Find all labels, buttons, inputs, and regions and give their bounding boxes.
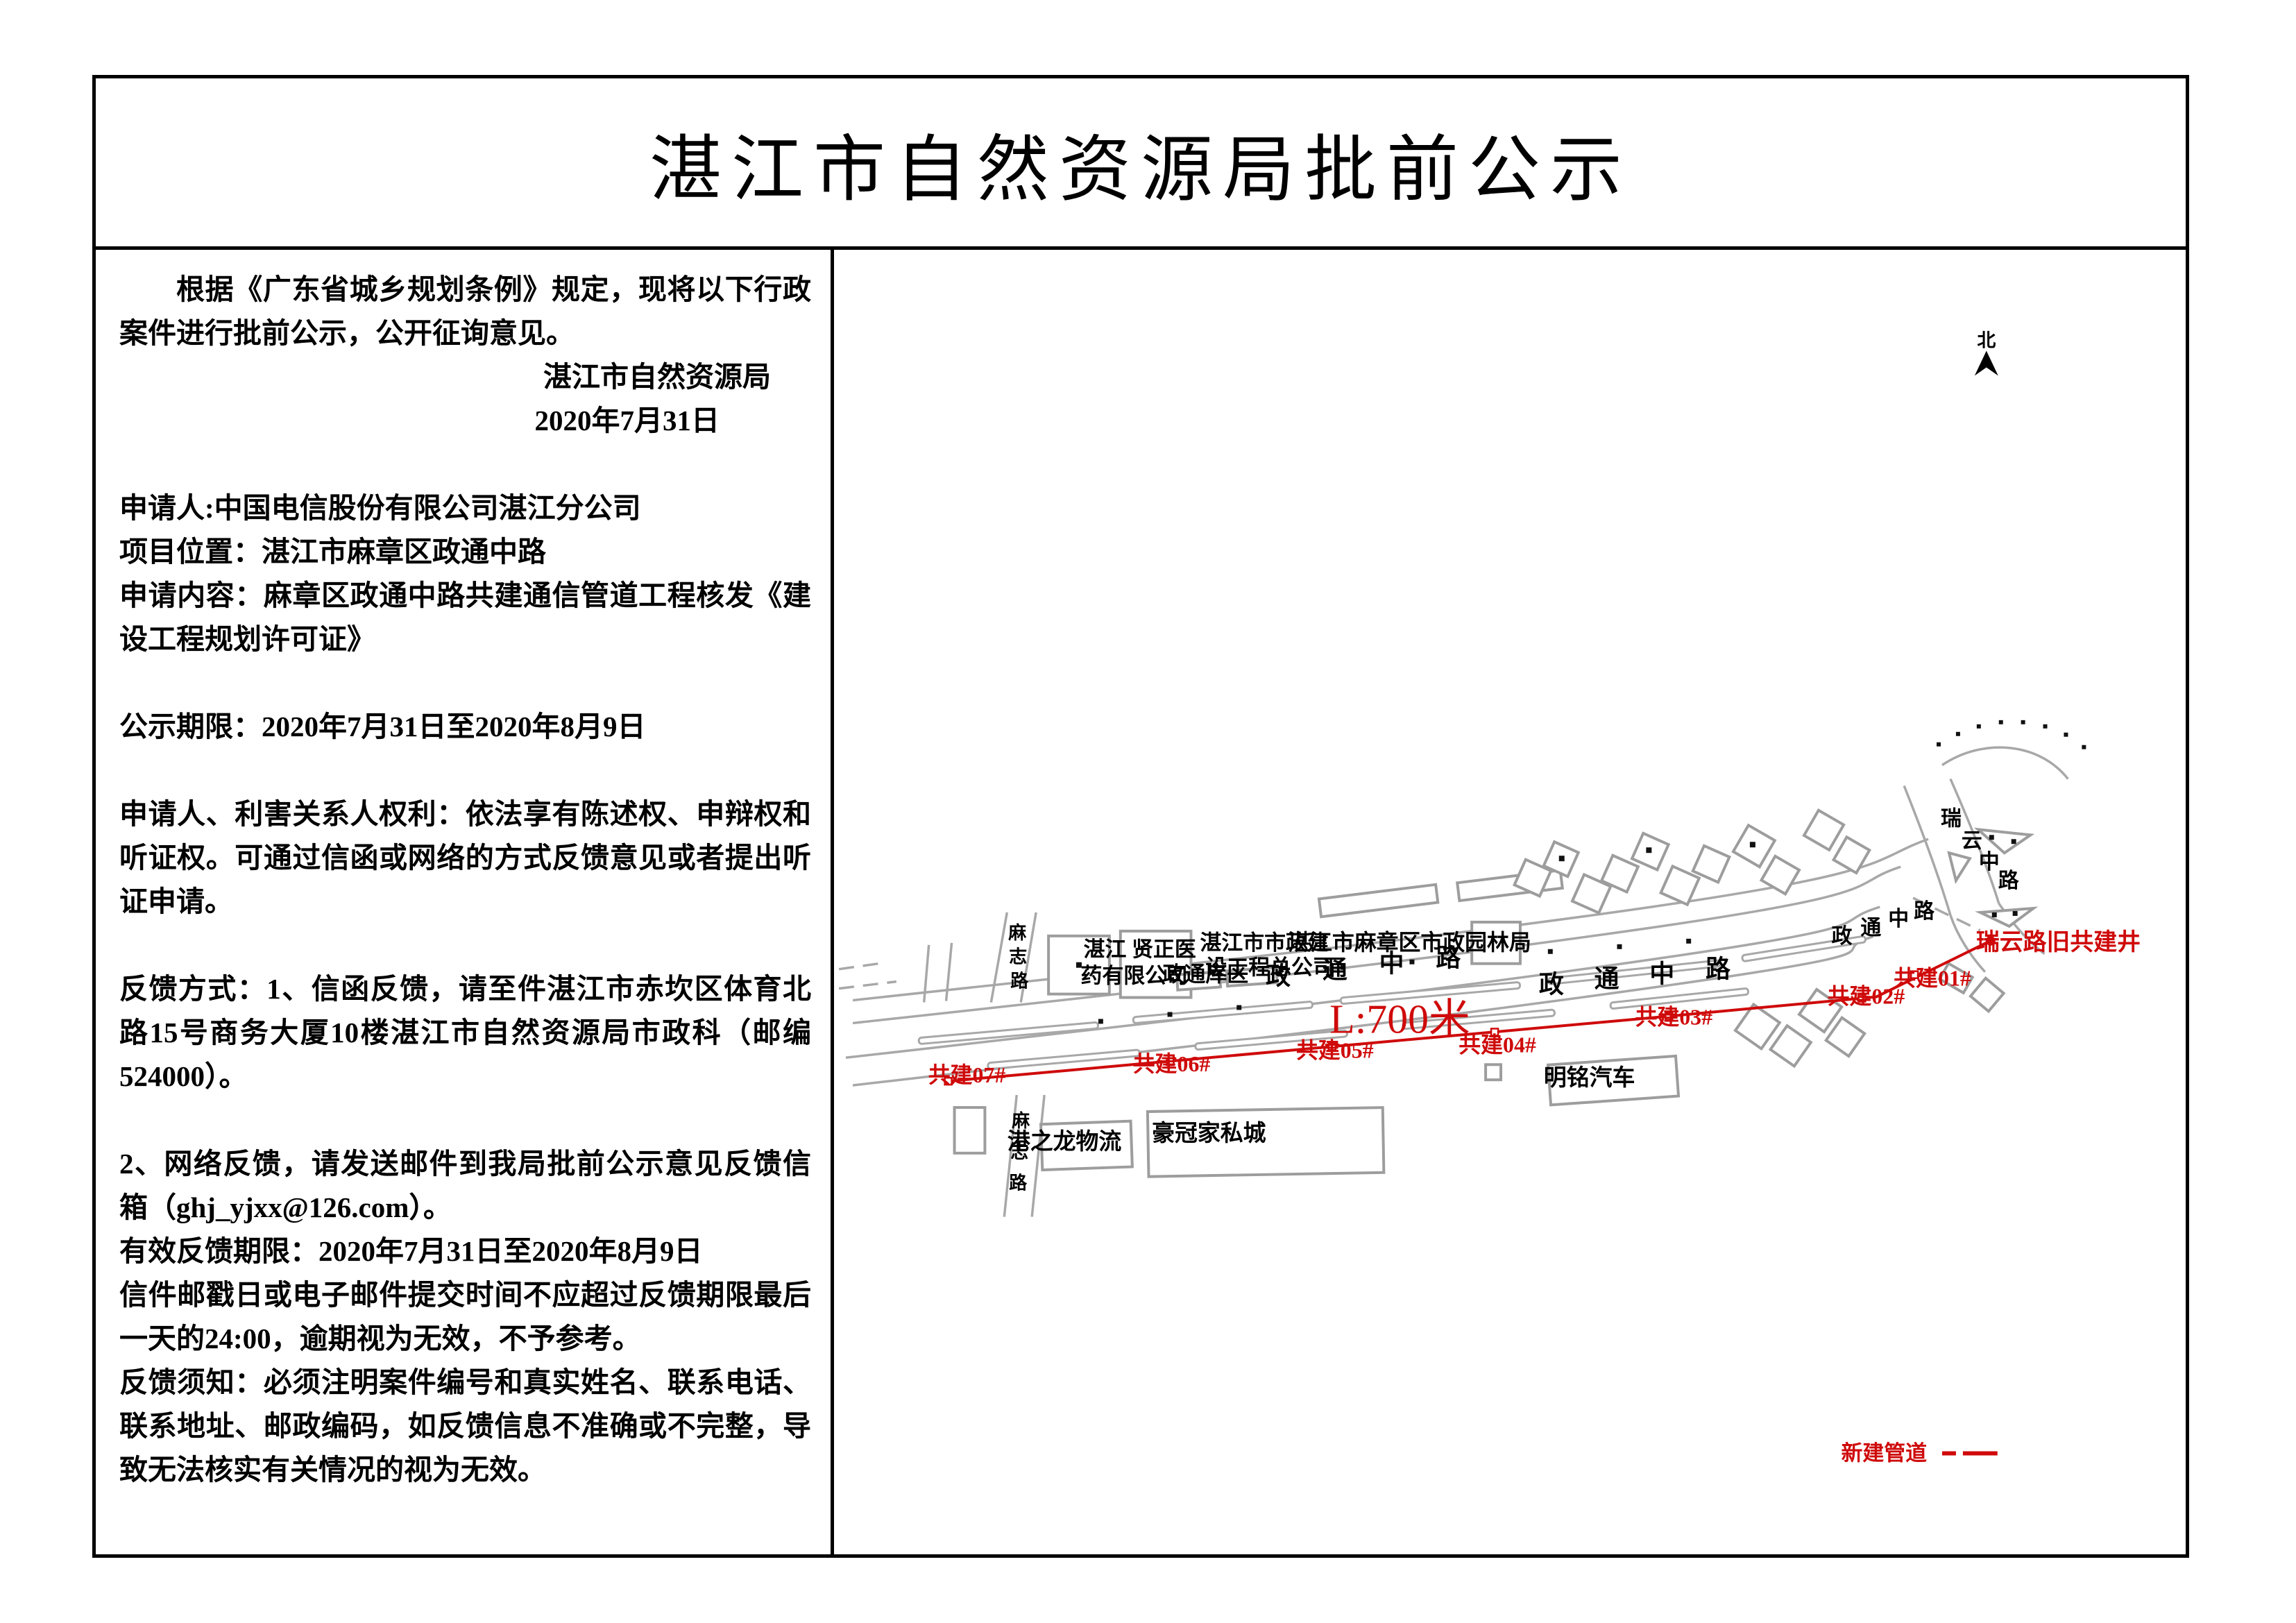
map-label: 瑞 <box>1941 807 1962 830</box>
map-label: 路 <box>1009 1173 1028 1193</box>
map-label: 路 <box>1998 869 2019 892</box>
building-outlines <box>953 808 2039 1178</box>
map-label: 政通库区 <box>1163 962 1249 987</box>
map-label: 湛江 贤正医 <box>1084 937 1196 962</box>
map-label: 共建01# <box>1894 967 1971 991</box>
map-label: L:700米 <box>1329 996 1470 1042</box>
notice-text-cell: 根据《广东省城乡规划条例》规定，现将以下行政案件进行批前公示，公开征询意见。湛江… <box>96 250 834 1554</box>
map-label: 共建04# <box>1459 1033 1536 1057</box>
pipeline-node <box>1327 1042 1337 1051</box>
pipeline-node <box>1490 1028 1499 1037</box>
map-label: 路 <box>1914 900 1934 923</box>
map-label: 豪冠家私城 <box>1152 1120 1266 1146</box>
map-label: 政 <box>1539 971 1564 999</box>
map-label: 共建06# <box>1133 1052 1211 1076</box>
pipeline-line <box>948 940 1991 1083</box>
map-label: 共建05# <box>1296 1038 1374 1062</box>
map-label: 北 <box>1977 330 1996 351</box>
map-label: 新建管道 <box>1841 1441 1927 1465</box>
notice-paragraph: 2020年7月31日 <box>534 405 720 436</box>
map-label: 政 <box>1266 962 1291 990</box>
map-label: 路 <box>1436 944 1461 972</box>
notice-paragraph: 申请内容：麻章区政通中路共建通信管道工程核发《建设工程规划许可证》 <box>119 579 811 655</box>
map-label: 通 <box>1595 965 1619 993</box>
map-label: 志 <box>1009 947 1027 967</box>
notice-table: 湛江市自然资源局批前公示 根据《广东省城乡规划条例》规定，现将以下行政案件进行批… <box>92 75 2189 1558</box>
map-label: 共建02# <box>1828 985 1905 1009</box>
notice-paragraph: 公示期限：2020年7月31日至2020年8月9日 <box>119 711 646 742</box>
map-label: 瑞云路旧共建井 <box>1976 929 2141 955</box>
map-label: 中 <box>1979 851 2000 874</box>
road-network <box>838 720 2086 1217</box>
map-label: 路 <box>1706 955 1730 983</box>
map-label: 明铭汽车 <box>1544 1065 1635 1091</box>
map-label: 中 <box>1649 960 1674 988</box>
pipeline-node <box>944 1076 953 1086</box>
notice-paragraph: 信件邮戳日或电子邮件提交时间不应超过反馈期限最后一天的24:00，逾期视为无效，… <box>119 1279 811 1354</box>
notice-paragraph: 申请人、利害关系人权利：依法享有陈述权、申辩权和听证权。可通过信函或网络的方式反… <box>119 798 811 917</box>
map-label: 志 <box>1010 1142 1028 1162</box>
pipeline-node <box>1910 970 1919 979</box>
notice-paragraph: 项目位置：湛江市麻章区政通中路 <box>119 536 546 568</box>
map-label: 共建03# <box>1635 1005 1712 1029</box>
pipeline-node <box>1665 1012 1674 1021</box>
map-label: 中 <box>1888 908 1909 931</box>
map-label: 路 <box>1010 971 1029 992</box>
map-label: 设工程总公司 <box>1205 955 1334 980</box>
map-label: 药有限公司 <box>1080 964 1187 988</box>
notice-paragraph: 反馈方式：1、信函反馈，请至件湛江市赤坎区体育北路15号商务大厦10楼湛江市自然… <box>119 973 811 1092</box>
notice-paragraphs: 根据《广东省城乡规划条例》规定，现将以下行政案件进行批前公示，公开征询意见。湛江… <box>119 268 811 1492</box>
map-label: 共建07# <box>928 1063 1006 1087</box>
map-label: 云 <box>1962 829 1982 852</box>
map-label: 湛江市麻章区市政园林局 <box>1288 930 1531 955</box>
notice-paragraph: 2、网络反馈，请发送邮件到我局批前公示意见反馈信箱（ghj_yjxx@126.c… <box>119 1148 811 1223</box>
map-label: 麻 <box>1011 1111 1030 1131</box>
north-arrow-icon <box>1974 350 1998 376</box>
pipeline-route <box>944 935 1996 1086</box>
notice-paragraph: 有效反馈期限：2020年7月31日至2020年8月9日 <box>119 1235 703 1267</box>
notice-paragraph: 反馈须知：必须注明案件编号和真实姓名、联系电话、联系地址、邮政编码，如反馈信息不… <box>119 1366 811 1486</box>
page-title: 湛江市自然资源局批前公示 <box>649 130 1632 210</box>
notice-paragraph: 湛江市自然资源局 <box>543 361 771 393</box>
map-label: 通 <box>1323 956 1347 984</box>
map-label: 中 <box>1379 950 1404 978</box>
pipeline-node <box>1857 994 1866 1003</box>
pipeline-node <box>1166 1057 1175 1067</box>
site-plan-cell: 北麻志路麻志路湛江 贤正医 药有限公司 政通库区 湛江市市政建 设工程总公司 湛江市麻章区… <box>834 250 2186 1554</box>
notice-paragraph: 申请人:中国电信股份有限公司湛江分公司 <box>119 492 641 524</box>
body-row: 根据《广东省城乡规划条例》规定，现将以下行政案件进行批前公示，公开征询意见。湛江… <box>96 250 2186 1554</box>
notice-paragraph: 根据《广东省城乡规划条例》规定，现将以下行政案件进行批前公示，公开征询意见。 <box>119 273 811 349</box>
map-label: 通 <box>1860 917 1881 940</box>
pipeline-end-node <box>1985 935 1996 946</box>
map-label: 麻 <box>1007 923 1026 943</box>
map-label: 港之龙物流 <box>1007 1128 1122 1155</box>
map-label: 湛江市市政建 <box>1200 931 1328 955</box>
title-row: 湛江市自然资源局批前公示 <box>96 78 2186 250</box>
map-label: 政 <box>1832 925 1853 948</box>
